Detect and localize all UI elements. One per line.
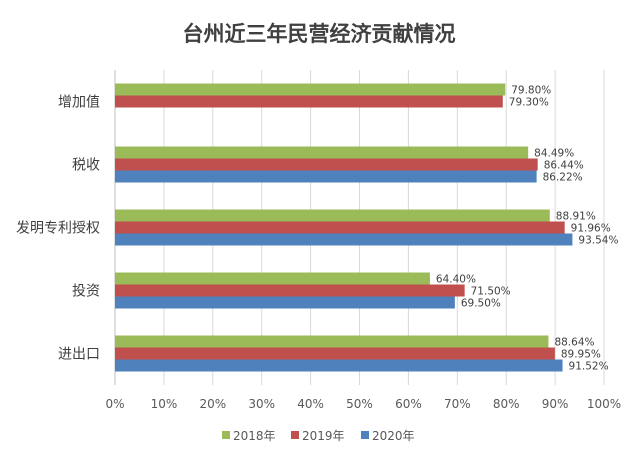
x-tick-label: 60% [395,397,422,411]
legend-label: 2019年 [302,429,345,443]
legend-label: 2020年 [372,429,415,443]
legend-swatch [361,431,369,439]
bar-2020年 [115,170,537,183]
bar-2020年 [115,233,573,246]
category-label: 投资 [72,284,100,300]
data-label: 91.96% [571,223,611,235]
x-tick-label: 40% [297,397,324,411]
bar-2019年 [115,95,503,108]
x-tick-label: 90% [542,397,569,411]
x-tick-label: 70% [444,397,471,411]
data-label: 88.64% [554,337,594,349]
bar-2019年 [115,158,538,171]
bar-2018年 [115,272,430,285]
data-label: 86.44% [544,160,584,172]
legend-label: 2018年 [233,429,276,443]
legend-swatch [222,431,230,439]
data-label: 79.30% [509,97,549,109]
x-tick-label: 10% [151,397,178,411]
x-tick-label: 100% [587,397,621,411]
x-tick-label: 30% [248,397,275,411]
data-label: 93.54% [578,235,618,247]
bar-2019年 [115,221,565,234]
data-label: 91.52% [569,361,609,373]
bar-2018年 [115,209,550,222]
bar-2020年 [115,359,563,372]
bar-2019年 [115,347,555,360]
data-label: 84.49% [534,148,574,160]
category-label: 增加值 [58,95,100,111]
x-tick-label: 50% [346,397,373,411]
category-label: 发明专利授权 [16,221,100,237]
data-label: 64.40% [436,274,476,286]
data-label: 88.91% [556,211,596,223]
bar-2019年 [115,284,465,297]
x-tick-label: 20% [199,397,226,411]
bar-2020年 [115,296,455,309]
chart-title: 台州近三年民营经济贡献情况 [182,22,456,46]
data-label: 71.50% [471,286,511,298]
legend-swatch [291,431,299,439]
bar-2018年 [115,146,529,159]
bar-2018年 [115,83,506,96]
category-label: 税收 [72,158,100,174]
data-label: 79.80% [511,85,551,97]
data-label: 69.50% [461,298,501,310]
x-tick-label: 0% [105,397,124,411]
category-label: 进出口 [58,347,100,363]
x-tick-label: 80% [493,397,520,411]
data-label: 89.95% [561,349,601,361]
data-label: 86.22% [543,172,583,184]
bar-2018年 [115,335,549,348]
